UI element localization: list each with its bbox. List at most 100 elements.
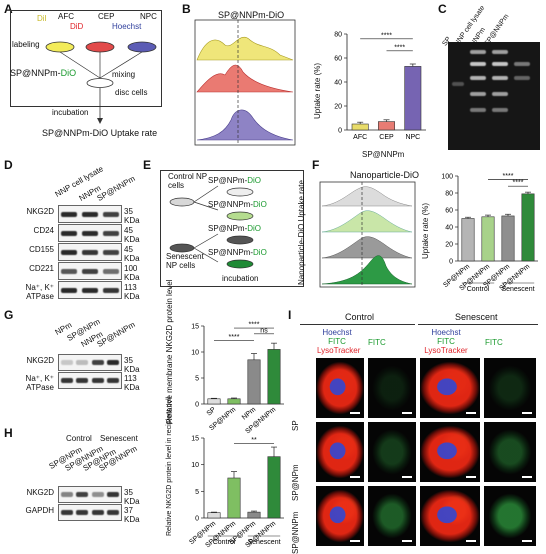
group-label: Control: [467, 286, 490, 293]
blot-strip: [58, 372, 122, 389]
panel-i-divider-senescent: [418, 324, 538, 325]
blot-band: [107, 360, 120, 365]
blot-band: [102, 287, 119, 293]
blot-band: [61, 268, 78, 274]
blot-strip: [58, 486, 122, 503]
cell-cep: CEP: [98, 12, 115, 21]
y-tick-label: 0: [449, 259, 453, 266]
panel-b-xlabel: SP@NNPm: [362, 150, 405, 159]
scale-bar: [350, 412, 360, 414]
y-tick-label: 80: [334, 32, 342, 39]
scale-bar: [466, 412, 476, 414]
panel-a-diagram: DiI AFC DiD CEP Hoechst NPC labeling SP@…: [0, 0, 175, 150]
panel-b-histograms: [194, 19, 296, 146]
group-label: Senescent: [501, 286, 534, 293]
y-tick-label: 80: [445, 191, 453, 198]
blot-strip: [58, 205, 122, 223]
blot-band: [91, 492, 104, 497]
panel-e-incubation: incubation: [222, 274, 259, 283]
blot-kda-label: 35 KDa: [124, 207, 140, 225]
y-tick-label: 100: [441, 174, 453, 181]
significance-label: ****: [229, 334, 240, 341]
scale-bar: [466, 476, 476, 478]
cell-npc: NPC: [140, 12, 157, 21]
blot-row-label: GAPDH: [25, 506, 54, 515]
bar: [461, 218, 475, 262]
fitc-micrograph: [484, 358, 536, 418]
blot-kda-label: 35 KDa: [124, 488, 140, 506]
bar: [227, 477, 241, 519]
panel-f-bar-chart: 020406080100SP@NPmSP@NNPmSP@NPmSP@NNPm**…: [441, 173, 538, 293]
blot-strip: [58, 281, 122, 299]
y-tick-label: 60: [445, 208, 453, 215]
blot-band: [61, 287, 78, 293]
y-tick-label: 40: [334, 80, 342, 87]
bar: [481, 216, 495, 262]
bar: [227, 398, 241, 405]
blot-band: [60, 492, 73, 497]
group-label: Control: [213, 539, 236, 546]
panel-i-fitc-1: FITC: [368, 338, 386, 347]
y-tick-label: 20: [445, 242, 453, 249]
blot-strip: [58, 262, 122, 280]
blot-band: [82, 268, 98, 274]
dye-dii: DiI: [37, 14, 47, 23]
blot-band: [107, 492, 120, 497]
blot-band: [61, 211, 78, 217]
blot-band: [91, 510, 104, 515]
x-tick-label: CEP: [379, 134, 394, 141]
panel-e-dishes: [169, 185, 254, 269]
dish-label-2: SP@NNPm-DiO: [208, 200, 267, 209]
panel-label-b: B: [182, 2, 191, 16]
panel-i-merge-legend-2: Hoechst FITC LysoTracker: [424, 328, 468, 355]
bar: [207, 398, 221, 405]
significance-label: ****: [503, 173, 514, 180]
scale-bar: [522, 540, 532, 542]
scale-bar: [402, 476, 412, 478]
blot-row-label: Na⁺, K⁺ ATPase: [25, 374, 54, 392]
blot-band: [60, 360, 73, 365]
panel-f-histograms: [319, 181, 416, 288]
blot-kda-label: 35 KDa: [124, 356, 140, 374]
panel-b-ylabel: Uptake rate (%): [313, 62, 322, 119]
blot-band: [82, 249, 98, 255]
blot-band: [102, 211, 119, 217]
significance-label: ****: [249, 322, 260, 329]
y-tick-label: 20: [334, 104, 342, 111]
significance-label: ****: [381, 32, 392, 39]
scale-bar: [522, 476, 532, 478]
blot-band: [107, 378, 120, 383]
panel-f-hist-title: Nanoparticle-DiO: [350, 170, 420, 180]
labeling-label: labeling: [12, 40, 40, 49]
blot-band: [76, 378, 89, 383]
blot-row-label: Na⁺, K⁺ ATPase: [25, 283, 54, 301]
panel-h-ylabel: Relative NKG2D protein level in recipien…: [166, 396, 173, 536]
blot-band: [107, 510, 120, 515]
blot-band: [102, 268, 119, 274]
bar: [267, 349, 281, 405]
blot-band: [60, 378, 73, 383]
y-tick-label: 0: [338, 128, 342, 135]
blot-strip: [58, 224, 122, 242]
merge-micrograph: [420, 358, 480, 418]
panel-a-dishes: [45, 41, 157, 124]
blot-kda-label: 113 KDa: [124, 374, 140, 392]
blot-band: [82, 211, 98, 217]
significance-label: **: [251, 437, 257, 444]
blot-kda-label: 113 KDa: [124, 283, 140, 301]
panel-i-merge-legend-1: Hoechst FITC LysoTracker: [317, 328, 361, 355]
merge-micrograph: [316, 422, 364, 482]
scale-bar: [402, 412, 412, 414]
y-tick-label: 0: [195, 516, 199, 523]
merge-micrograph: [420, 486, 480, 546]
blot-row-label: CD24: [33, 226, 54, 235]
panel-h-header-senescent: Senescent: [100, 434, 138, 443]
dish-label-1: SP@NPm-DiO: [208, 176, 262, 185]
y-tick-label: 10: [191, 462, 199, 469]
fitc-micrograph: [484, 486, 536, 546]
y-tick-label: 5: [195, 376, 199, 383]
blot-band: [91, 360, 104, 365]
significance-label: ns: [260, 327, 268, 334]
merge-micrograph: [316, 486, 364, 546]
